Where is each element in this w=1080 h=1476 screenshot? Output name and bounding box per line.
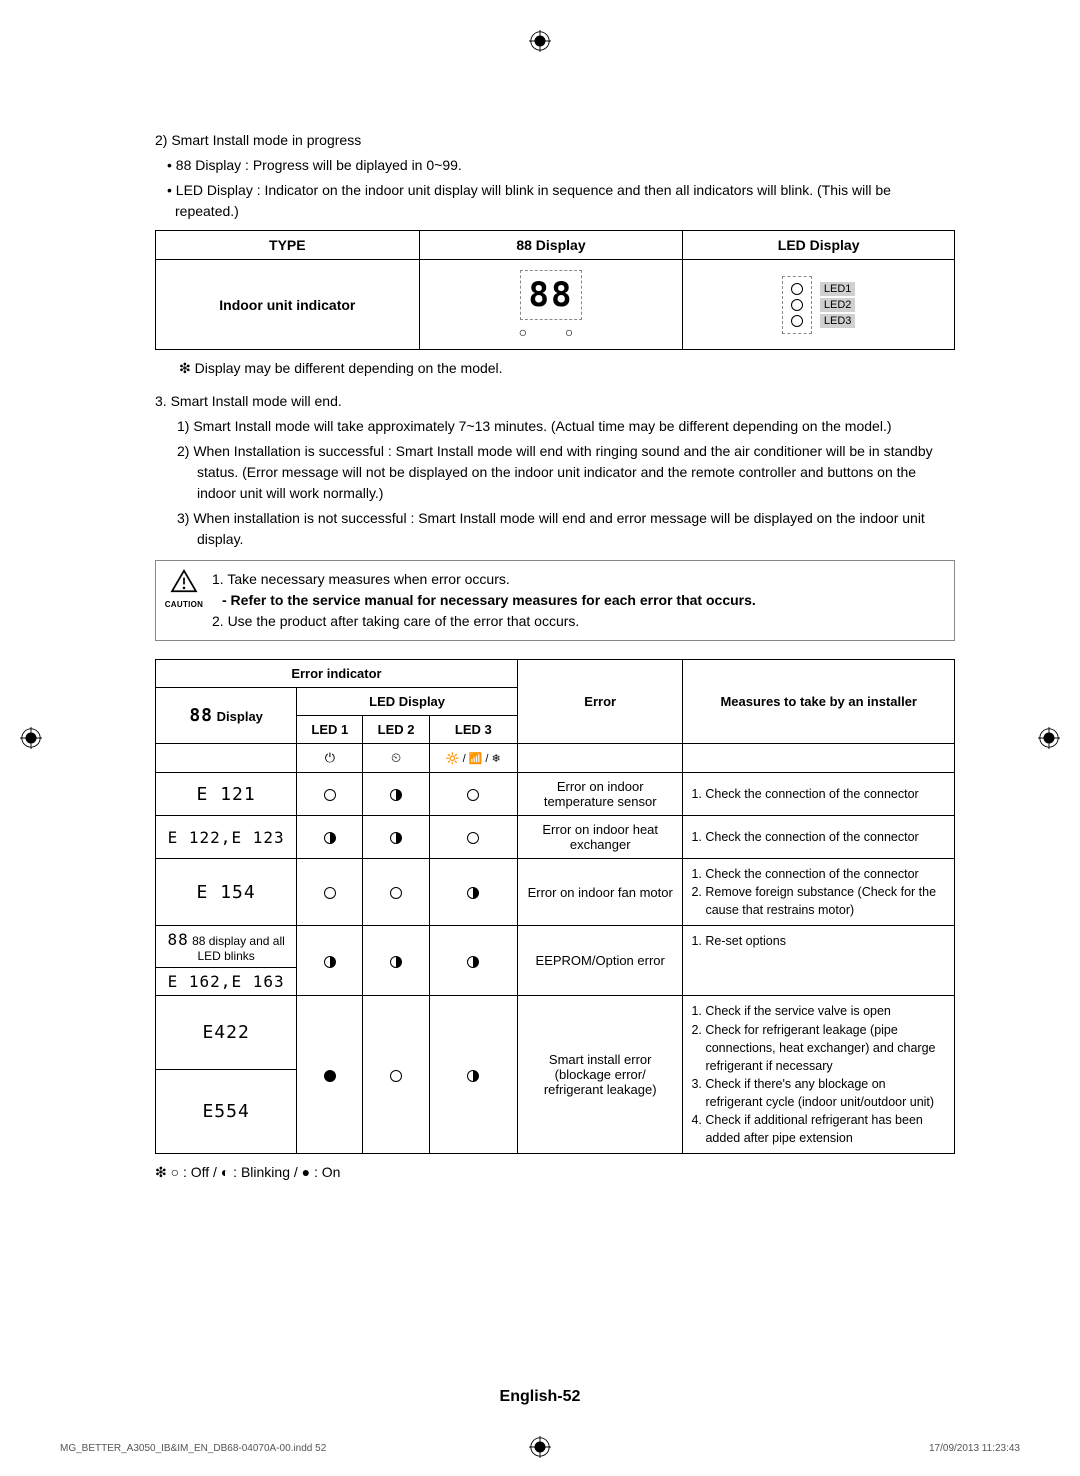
th-led2: LED 2 [363,716,429,744]
table-row: E 154 Error on indoor fan motor 1. Check… [156,859,955,926]
row-label: Indoor unit indicator [156,260,420,350]
r2-l1 [297,859,363,926]
intro-line-2: 2) Smart Install mode in progress [155,130,955,151]
icon-led1: ⏻ [297,744,363,773]
error-table: Error indicator Error Measures to take b… [155,659,955,1154]
th-led1: LED 1 [297,716,363,744]
cell-88: 88 ○ ○ [419,260,683,350]
rs-l1 [297,996,363,1154]
code-3-top: 88 88 display and all LED blinks [156,926,296,968]
table-row: 88 88 display and all LED blinks E 162,E… [156,926,955,996]
th-error-indicator: Error indicator [156,660,518,688]
rs-l3 [429,996,517,1154]
sec3-2: 2) When Installation is successful : Sma… [155,441,955,504]
icon-led3: 🔆 / 📶 / ❄ [429,744,517,773]
page-footer: English-52 [0,1388,1080,1406]
r3-measures: 1. Re-set options [683,926,955,996]
small-circles: ○ ○ [426,324,677,340]
r3-l3 [429,926,517,996]
print-footer: MG_BETTER_A3050_IB&IM_EN_DB68-04070A-00.… [60,1443,1020,1454]
sec3-1: 1) Smart Install mode will take approxim… [155,416,955,437]
r1-l1 [297,816,363,859]
th-led: LED Display [683,231,955,260]
legend: ❇ ○ : Off / ◐ : Blinking / ● : On [155,1164,955,1181]
caution-word: CAUTION [164,599,204,611]
icon-88 [156,744,297,773]
led-labels: LED1 LED2 LED3 [820,282,856,328]
r1-measures: 1. Check the connection of the connector [683,816,955,859]
type-table: TYPE 88 Display LED Display Indoor unit … [155,230,955,350]
th-led-display: LED Display [297,688,518,716]
caution-l2: 2. Use the product after taking care of … [212,611,944,632]
code-1: E 122,E 123 [168,828,285,847]
r2-l2 [363,859,429,926]
r0-err: Error on indoor temperature sensor [517,773,683,816]
r3-l2 [363,926,429,996]
th-error: Error [517,660,683,744]
seven-seg-box: 88 [520,270,583,320]
led-circle-1 [791,283,803,295]
sec3-3: 3) When installation is not successful :… [155,508,955,550]
r1-l2 [363,816,429,859]
rs-l2 [363,996,429,1154]
th-type: TYPE [156,231,420,260]
print-right: 17/09/2013 11:23:43 [929,1443,1020,1454]
th-measures: Measures to take by an installer [683,660,955,744]
section-3: 3. Smart Install mode will end. 1) Smart… [155,391,955,550]
cell-led: LED1 LED2 LED3 [683,260,955,350]
page-content: 2) Smart Install mode in progress • 88 D… [155,130,955,1181]
print-mark-top [529,30,551,52]
table-row: E 121 Error on indoor temperature sensor… [156,773,955,816]
r0-l3 [429,773,517,816]
code-3-wrap: 88 88 display and all LED blinks E 162,E… [156,926,297,996]
th-88: 88 Display [419,231,683,260]
caution-l1: 1. Take necessary measures when error oc… [212,569,944,590]
led-label-1: LED1 [820,282,856,296]
r0-measures: 1. Check the connection of the connector [683,773,955,816]
icon-led2: ⏲ [363,744,429,773]
r0-l2 [363,773,429,816]
th-88disp: 88 Display [156,688,297,744]
th-led3: LED 3 [429,716,517,744]
table-row: E 122,E 123 Error on indoor heat exchang… [156,816,955,859]
r2-measures: 1. Check the connection of the connector… [683,859,955,926]
r0-l1 [297,773,363,816]
led-dots [782,276,812,334]
table-row: E422 Smart install error (blockage error… [156,996,955,1070]
note-display: ❇ Display may be different depending on … [155,360,955,377]
r3-err: EEPROM/Option error [517,926,683,996]
seven-seg-value: 88 [529,275,574,315]
led-label-2: LED2 [820,298,856,312]
print-mark-left [20,727,42,749]
caution-icon: CAUTION [164,569,204,611]
print-mark-right [1038,727,1060,749]
r2-err: Error on indoor fan motor [517,859,683,926]
intro-bullet-1: • 88 Display : Progress will be diplayed… [155,155,955,176]
rs-err: Smart install error (blockage error/ ref… [517,996,683,1154]
code-2: E 154 [197,882,256,903]
intro-bullet-2: • LED Display : Indicator on the indoor … [155,180,955,222]
r1-err: Error on indoor heat exchanger [517,816,683,859]
led-circle-2 [791,299,803,311]
led-circle-3 [791,315,803,327]
caution-box: CAUTION 1. Take necessary measures when … [155,560,955,641]
rs-measures: 1. Check if the service valve is open 2.… [683,996,955,1154]
sec3-head: 3. Smart Install mode will end. [155,391,955,412]
r1-l3 [429,816,517,859]
code-0: E 121 [197,784,256,805]
print-left: MG_BETTER_A3050_IB&IM_EN_DB68-04070A-00.… [60,1443,326,1454]
led-label-3: LED3 [820,314,856,328]
code-s1: E422 [202,1022,249,1043]
r3-l1 [297,926,363,996]
r2-l3 [429,859,517,926]
code-s2: E554 [202,1101,249,1122]
code-3-bot: E 162,E 163 [168,972,285,991]
caution-l1a: - Refer to the service manual for necess… [212,590,944,611]
